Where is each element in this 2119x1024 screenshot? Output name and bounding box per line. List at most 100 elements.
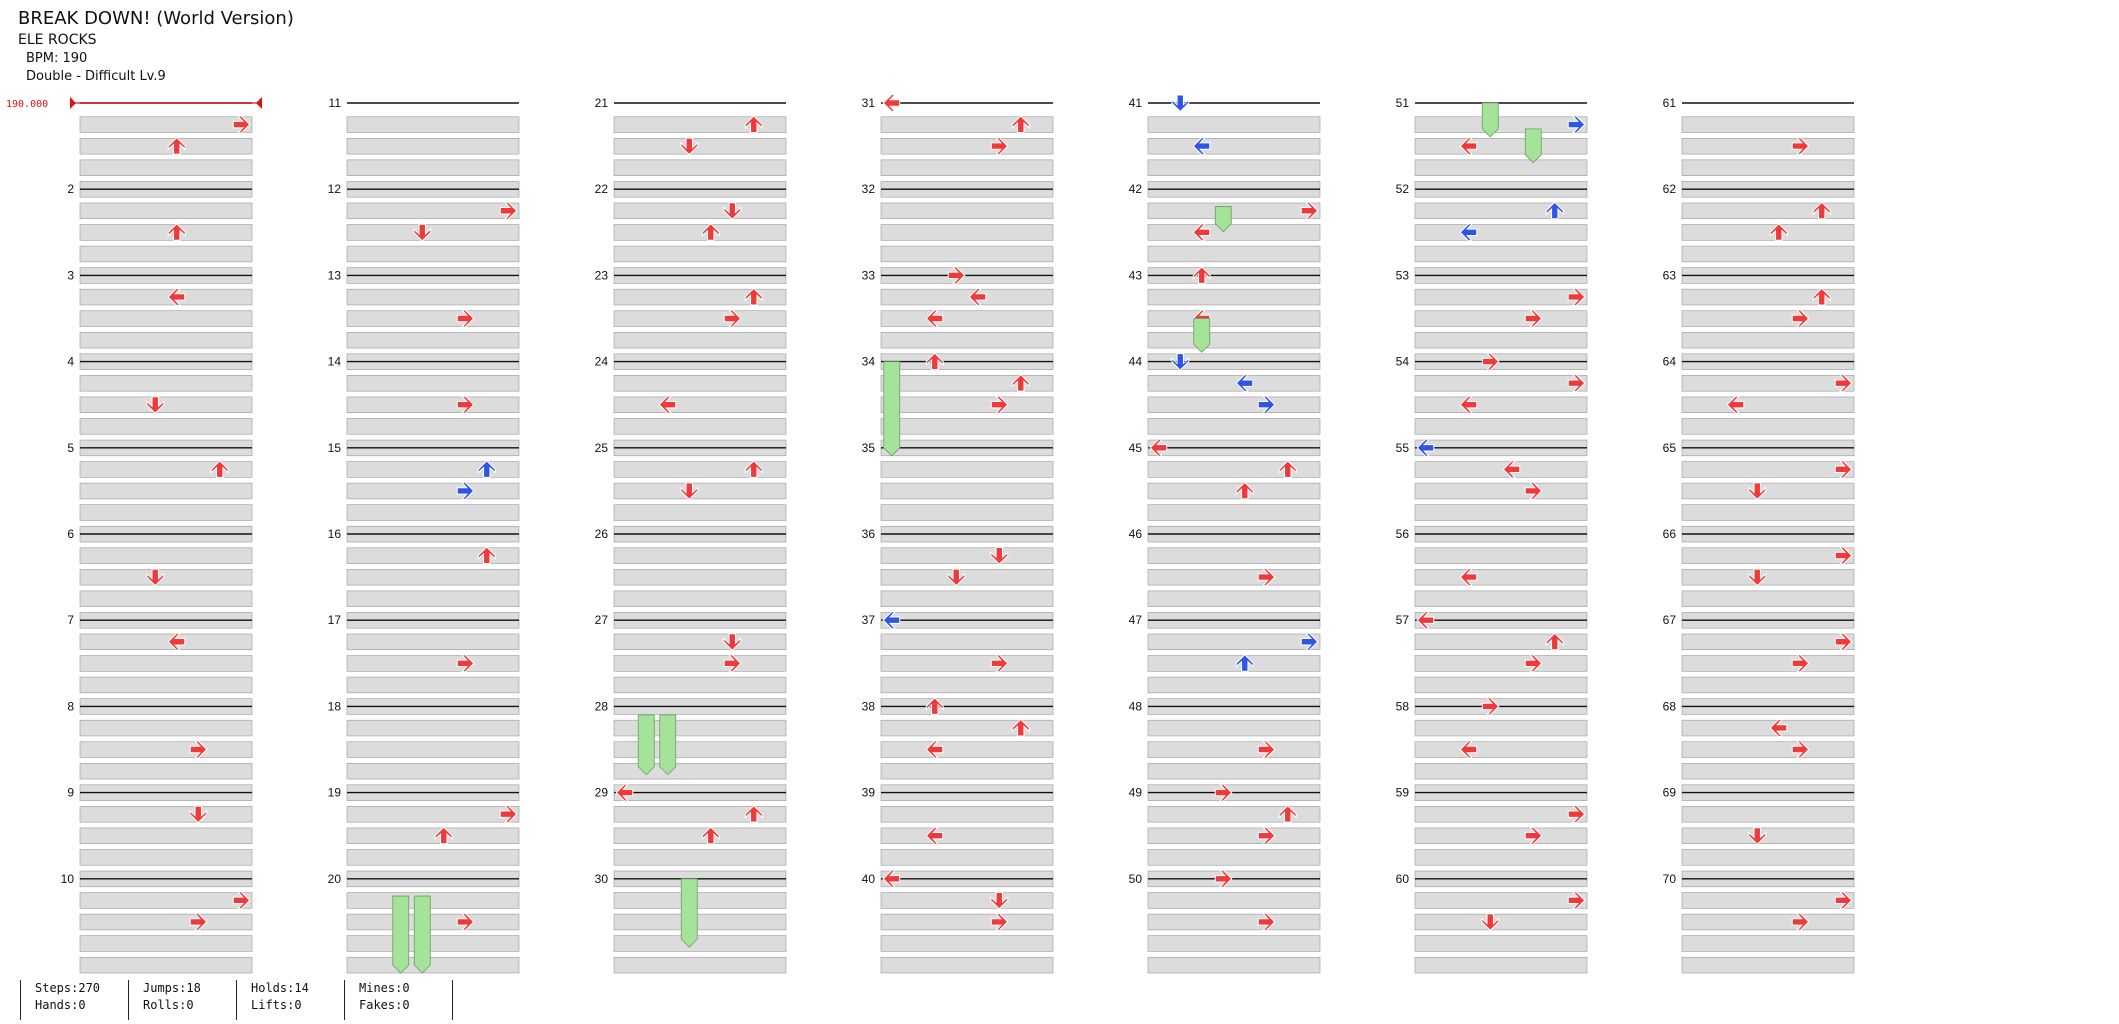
beat-band [1681,288,1855,306]
beat-band [613,956,787,974]
step-arrow [1459,568,1478,587]
measure-number: 59 [1396,786,1410,800]
step-arrow [1748,482,1767,501]
step-arrow-shape [1011,718,1030,737]
beat-band [1681,310,1855,327]
measure-number: 25 [595,441,609,455]
beat-band [1414,288,1588,306]
step-arrow-shape [925,697,944,715]
step-arrow [1545,201,1564,220]
step-arrow-shape [1567,374,1586,393]
step-arrow-shape [456,654,475,673]
measure-number: 12 [328,182,342,196]
measure-number: 24 [595,355,609,369]
beat-band [1147,719,1321,737]
step-arrow [1192,266,1211,284]
beat-band [1681,245,1855,263]
measure-number: 32 [862,182,876,196]
step-arrow [1834,374,1853,393]
beat-band [79,224,253,241]
step-arrow-shape [1171,353,1190,371]
beat-band [613,138,787,155]
step-arrow [1791,912,1810,931]
measure-number: 31 [862,96,876,110]
bpm-marker-tick [70,97,76,109]
beat-band [613,482,787,500]
step-arrow [990,891,1009,910]
beat-band [1681,569,1855,586]
step-arrow-shape [615,783,634,802]
beat-band [880,676,1054,694]
beat-band [613,116,787,133]
beat-band [346,310,520,327]
step-arrow-shape [1278,804,1297,823]
beat-band [1147,590,1321,607]
measure-number: 41 [1129,96,1143,110]
step-arrow [1791,740,1810,759]
step-arrow [456,481,475,500]
step-arrow-shape [1791,740,1810,759]
beat-band [79,396,253,413]
beat-band [1147,827,1321,844]
beat-band [1147,418,1321,435]
measure-number: 67 [1663,613,1677,627]
beat-band [346,116,520,133]
measure-number: 26 [595,527,609,541]
beat-band [79,375,253,392]
beat-band [79,310,253,327]
step-arrow-shape [990,891,1009,910]
beat-band [346,827,520,844]
step-arrow [189,805,208,824]
step-arrow [990,547,1009,565]
step-arrow [1257,568,1276,587]
step-arrow-shape [1011,373,1030,392]
step-arrow-shape [456,481,475,500]
measure-number: 9 [67,786,74,800]
step-arrow [1545,632,1564,651]
hold-body [637,714,655,776]
step-arrow-shape [1235,481,1254,500]
beat-band [1414,331,1588,349]
step-arrow-shape [167,223,186,241]
beat-band [346,913,520,931]
measure-number: 18 [328,699,342,713]
beat-band [79,741,253,758]
step-arrow-shape [1192,223,1211,242]
measure-number: 16 [328,527,342,541]
step-arrow [167,223,186,241]
beat-band [880,375,1054,392]
step-arrow [1214,783,1233,802]
step-arrow [744,287,763,306]
beat-band [1681,806,1855,823]
step-arrow [1278,460,1297,478]
steps-count: Steps:270 [35,981,101,995]
step-arrow [925,826,944,845]
step-arrow-shape [1567,287,1586,306]
step-arrow-shape [1257,826,1276,845]
beat-band [1414,461,1588,478]
step-arrow [701,826,720,845]
beat-band [1681,849,1855,866]
beat-band [1681,913,1855,931]
step-arrow-shape [947,266,966,285]
step-arrow-shape [1769,718,1788,737]
step-arrow-shape [1214,783,1233,802]
beat-band [613,719,787,737]
beat-band [1681,418,1855,435]
beat-band [79,913,253,931]
beat-band [613,504,787,521]
beat-band [613,849,787,866]
step-arrow-shape [1524,481,1543,500]
beat-band [1681,762,1855,780]
measure-number: 61 [1663,96,1677,110]
beat-band [880,461,1054,478]
beat-band [1414,245,1588,263]
step-arrow-shape [723,654,742,673]
step-arrow [1791,654,1810,673]
beat-band [1681,159,1855,176]
beat-band [79,590,253,607]
step-arrow [680,482,699,501]
beat-band [613,396,787,413]
step-arrow [1524,826,1543,845]
step-arrow [925,309,944,328]
